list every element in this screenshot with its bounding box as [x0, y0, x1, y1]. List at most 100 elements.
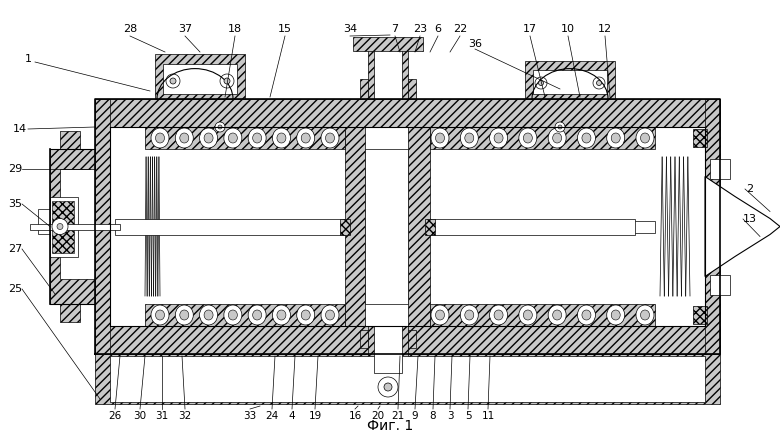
- Text: 22: 22: [453, 24, 467, 34]
- Ellipse shape: [200, 305, 218, 325]
- Polygon shape: [155, 54, 245, 99]
- Text: 1: 1: [24, 54, 31, 64]
- Ellipse shape: [636, 305, 654, 325]
- Text: 3: 3: [447, 411, 453, 421]
- Circle shape: [215, 122, 225, 132]
- Text: 18: 18: [228, 24, 242, 34]
- Ellipse shape: [204, 133, 213, 143]
- Text: 27: 27: [8, 244, 22, 254]
- Text: 37: 37: [178, 24, 192, 34]
- Text: 19: 19: [308, 411, 321, 421]
- Ellipse shape: [548, 305, 566, 325]
- Circle shape: [224, 78, 230, 84]
- Circle shape: [170, 78, 176, 84]
- Ellipse shape: [494, 310, 503, 320]
- Text: 26: 26: [108, 411, 122, 421]
- Text: 25: 25: [8, 284, 22, 294]
- Text: 33: 33: [243, 411, 257, 421]
- Bar: [60, 131, 80, 149]
- Text: 11: 11: [481, 411, 495, 421]
- Ellipse shape: [253, 133, 261, 143]
- Circle shape: [597, 80, 601, 85]
- Bar: [365, 149, 408, 304]
- Ellipse shape: [636, 128, 654, 148]
- Text: 2: 2: [746, 184, 753, 194]
- Ellipse shape: [229, 310, 237, 320]
- Ellipse shape: [582, 310, 591, 320]
- Ellipse shape: [460, 128, 478, 148]
- Text: 17: 17: [523, 24, 537, 34]
- Ellipse shape: [179, 310, 189, 320]
- Ellipse shape: [272, 305, 290, 325]
- Ellipse shape: [272, 128, 290, 148]
- Ellipse shape: [179, 133, 189, 143]
- Polygon shape: [95, 99, 110, 354]
- Text: 21: 21: [392, 411, 405, 421]
- Ellipse shape: [577, 128, 595, 148]
- Circle shape: [378, 377, 398, 397]
- Ellipse shape: [224, 305, 242, 325]
- Ellipse shape: [640, 310, 650, 320]
- Ellipse shape: [490, 305, 508, 325]
- Text: 29: 29: [8, 164, 22, 174]
- Circle shape: [218, 125, 222, 129]
- Ellipse shape: [296, 305, 314, 325]
- Bar: [710, 158, 730, 178]
- Bar: [52, 201, 74, 253]
- Text: Фиг. 1: Фиг. 1: [367, 419, 413, 433]
- Text: 4: 4: [289, 411, 296, 421]
- Text: 24: 24: [265, 411, 278, 421]
- Ellipse shape: [253, 310, 261, 320]
- Bar: [533, 70, 607, 94]
- Polygon shape: [145, 127, 345, 149]
- Bar: [408, 330, 416, 348]
- Ellipse shape: [229, 133, 237, 143]
- Polygon shape: [525, 61, 615, 99]
- Ellipse shape: [490, 128, 508, 148]
- Ellipse shape: [431, 128, 449, 148]
- Ellipse shape: [548, 128, 566, 148]
- Circle shape: [57, 224, 63, 230]
- Text: 6: 6: [434, 24, 441, 34]
- Ellipse shape: [296, 128, 314, 148]
- Polygon shape: [705, 177, 780, 276]
- Bar: [50, 197, 78, 256]
- Bar: [368, 326, 408, 381]
- Ellipse shape: [612, 133, 620, 143]
- Bar: [374, 44, 402, 99]
- Ellipse shape: [577, 305, 595, 325]
- Ellipse shape: [325, 133, 335, 143]
- Ellipse shape: [301, 133, 310, 143]
- Ellipse shape: [465, 133, 473, 143]
- Text: 16: 16: [349, 411, 362, 421]
- Circle shape: [555, 122, 565, 132]
- Text: 15: 15: [278, 24, 292, 34]
- Polygon shape: [430, 127, 655, 149]
- Ellipse shape: [224, 128, 242, 148]
- Bar: [110, 356, 705, 402]
- Polygon shape: [345, 127, 365, 326]
- Ellipse shape: [607, 128, 625, 148]
- Text: 30: 30: [133, 411, 147, 421]
- Ellipse shape: [151, 128, 169, 148]
- Bar: [163, 64, 237, 94]
- Polygon shape: [50, 149, 95, 304]
- Circle shape: [166, 74, 180, 88]
- Text: 8: 8: [430, 411, 436, 421]
- Ellipse shape: [435, 133, 445, 143]
- Ellipse shape: [204, 310, 213, 320]
- Ellipse shape: [553, 133, 562, 143]
- Ellipse shape: [321, 128, 339, 148]
- Ellipse shape: [553, 310, 562, 320]
- Ellipse shape: [248, 128, 266, 148]
- Ellipse shape: [176, 128, 193, 148]
- Bar: [353, 37, 423, 51]
- Ellipse shape: [494, 133, 503, 143]
- Bar: [38, 209, 60, 234]
- Circle shape: [384, 383, 392, 391]
- Bar: [60, 169, 95, 279]
- Ellipse shape: [151, 305, 169, 325]
- Ellipse shape: [431, 305, 449, 325]
- Circle shape: [593, 77, 605, 89]
- Bar: [368, 39, 408, 99]
